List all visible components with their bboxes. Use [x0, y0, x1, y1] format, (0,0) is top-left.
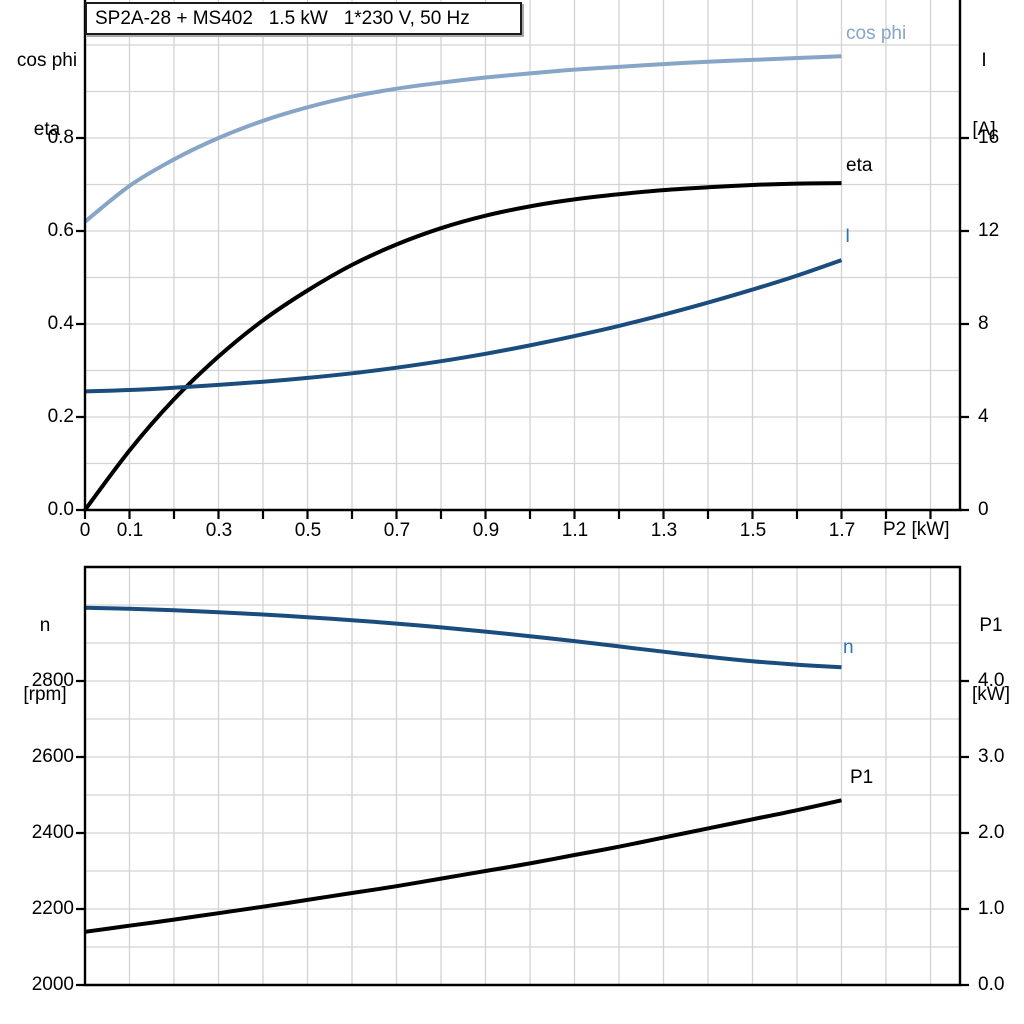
tick-marks — [76, 136, 969, 987]
axes — [83, 0, 962, 987]
curve-p1 — [84, 798, 842, 934]
curve-i — [84, 258, 843, 394]
curve-eta — [83, 181, 842, 512]
gridlines — [85, 0, 960, 985]
curves — [83, 54, 843, 934]
curve-cos-phi — [83, 54, 842, 224]
curve-n — [84, 605, 842, 670]
